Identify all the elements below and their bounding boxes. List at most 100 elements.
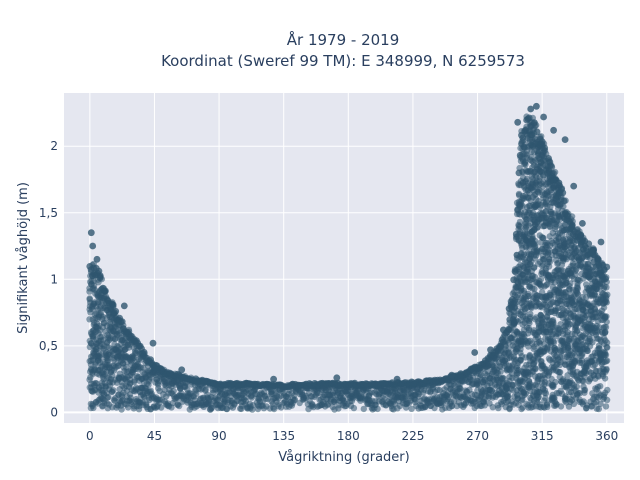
data-point (408, 405, 415, 412)
data-point (531, 285, 538, 292)
y-tick-label: 1 (50, 272, 58, 286)
data-point (333, 374, 341, 382)
data-point (350, 404, 358, 412)
y-tick-label: 0,5 (39, 339, 58, 353)
x-tick-label: 315 (531, 429, 554, 443)
data-point (603, 339, 611, 346)
data-point (591, 291, 598, 298)
data-point (597, 383, 604, 390)
data-point (568, 213, 576, 220)
x-tick-label: 90 (211, 429, 226, 443)
data-point (600, 304, 608, 311)
data-point (579, 220, 586, 227)
x-axis-title: Vågriktning (grader) (278, 450, 409, 465)
data-point (530, 264, 538, 271)
data-point (603, 313, 610, 320)
chart-title-line1: År 1979 - 2019 (287, 30, 400, 49)
data-point (581, 387, 588, 394)
data-point (603, 396, 611, 404)
data-point (537, 276, 545, 283)
data-point (533, 102, 540, 110)
data-point (149, 339, 157, 347)
data-point (487, 346, 494, 354)
data-point (360, 405, 367, 413)
data-point (539, 234, 547, 242)
data-point (90, 404, 97, 412)
data-point (552, 378, 559, 386)
data-point (489, 404, 496, 411)
data-point (140, 348, 148, 356)
data-point (582, 308, 589, 315)
data-point (589, 339, 596, 346)
data-point (448, 371, 456, 379)
data-point (550, 126, 557, 134)
data-point (574, 291, 582, 298)
data-point (120, 302, 128, 310)
data-point (604, 344, 611, 351)
data-point (538, 133, 545, 140)
data-point (471, 349, 479, 356)
data-point (86, 296, 93, 303)
data-point (550, 339, 558, 346)
data-point (570, 400, 578, 408)
x-tick-labels: 0 45 90 135 180 225 270 315 360 (86, 429, 618, 443)
data-point (270, 375, 277, 383)
data-point (500, 326, 507, 334)
data-point (531, 360, 538, 367)
data-point (570, 182, 578, 190)
data-point (569, 218, 576, 225)
data-point (158, 404, 165, 411)
data-point (393, 375, 401, 383)
data-point (567, 280, 574, 287)
data-point (603, 274, 610, 281)
data-point (603, 318, 610, 326)
x-tick-label: 45 (147, 429, 162, 443)
data-point (578, 357, 586, 364)
data-point (534, 224, 541, 231)
x-tick-label: 135 (272, 429, 295, 443)
data-point (533, 128, 541, 136)
data-point (531, 273, 539, 281)
data-point (127, 394, 134, 402)
y-tick-label: 1,5 (39, 206, 58, 220)
y-axis-title: Signifikant våghöjd (m) (16, 182, 31, 334)
data-point (561, 136, 569, 144)
data-point (585, 240, 593, 248)
chart-title-line2: Koordinat (Sweref 99 TM): E 348999, N 62… (161, 52, 525, 70)
data-point (551, 168, 559, 176)
data-point (525, 378, 533, 385)
y-tick-label: 2 (50, 139, 58, 153)
data-point (505, 305, 513, 312)
data-point (525, 324, 532, 332)
data-point (514, 118, 522, 126)
data-point (531, 237, 539, 245)
data-point (110, 387, 117, 394)
data-point (603, 295, 610, 302)
data-point (585, 260, 592, 268)
data-point (508, 370, 516, 377)
data-point (102, 287, 109, 295)
y-tick-labels: 0 0,5 1 1,5 2 (39, 139, 58, 419)
data-point (552, 400, 560, 408)
data-point (597, 238, 605, 246)
data-point (532, 365, 539, 373)
data-point (109, 301, 117, 309)
data-point (556, 361, 563, 369)
data-point (548, 164, 556, 171)
data-point (578, 352, 586, 359)
data-point (557, 403, 565, 410)
data-point (559, 189, 567, 197)
data-point (509, 381, 516, 388)
x-tick-label: 0 (86, 429, 94, 443)
data-point (573, 383, 580, 390)
data-point (505, 393, 512, 400)
data-point (500, 375, 507, 382)
data-point (291, 396, 299, 403)
data-point (556, 369, 564, 376)
data-point (98, 275, 106, 283)
data-point (170, 387, 177, 395)
data-point (526, 315, 534, 322)
data-point (193, 390, 200, 397)
data-point (603, 366, 610, 374)
